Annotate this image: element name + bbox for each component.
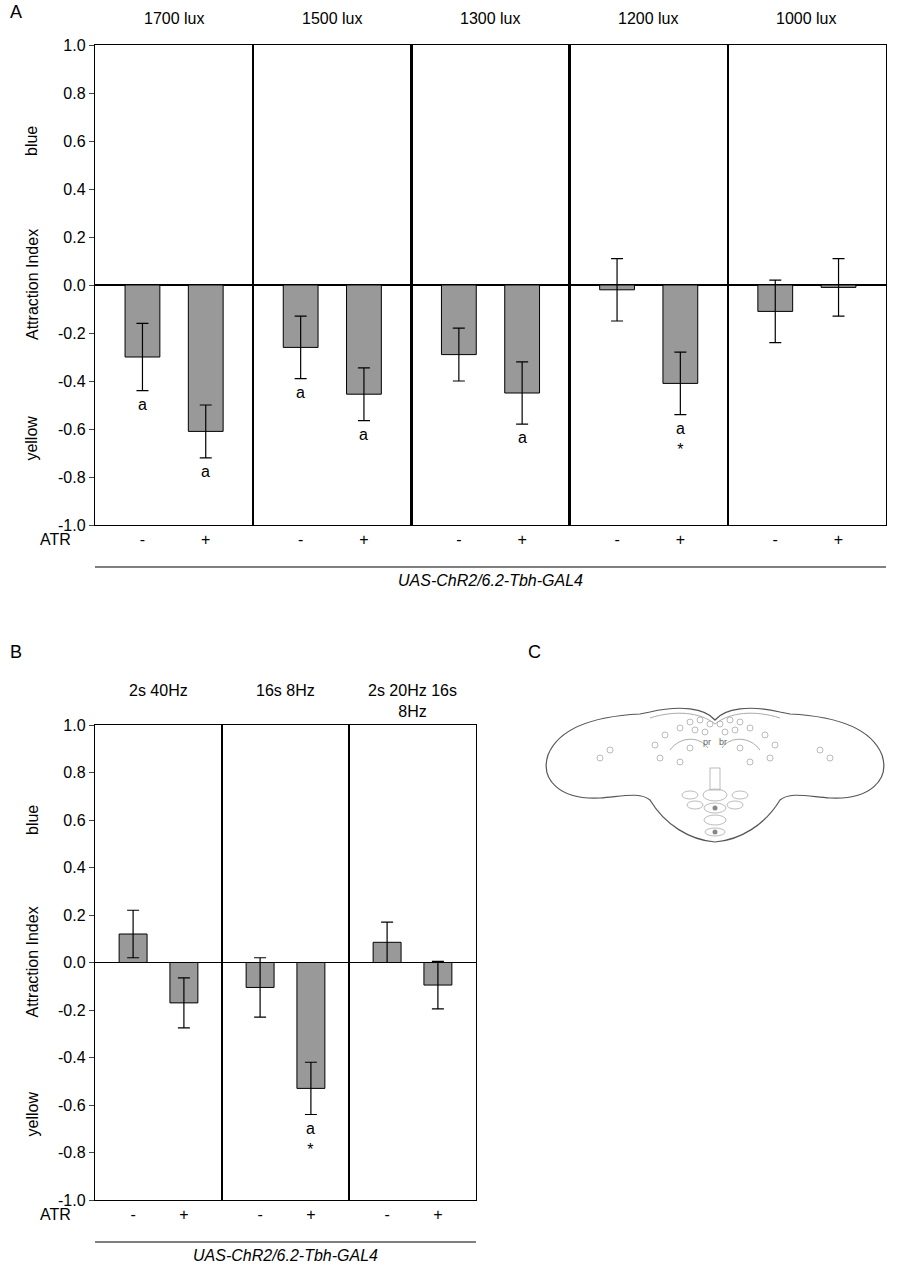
svg-text:blue: blue xyxy=(23,126,40,156)
svg-text:0.2: 0.2 xyxy=(63,907,85,924)
svg-text:+: + xyxy=(359,531,368,548)
svg-text:a: a xyxy=(296,384,305,401)
svg-text:-0.4: -0.4 xyxy=(58,1049,86,1066)
svg-text:-1.0: -1.0 xyxy=(58,1192,86,1209)
svg-text:-1.0: -1.0 xyxy=(58,517,86,534)
svg-text:yellow: yellow xyxy=(23,416,40,461)
svg-text:a: a xyxy=(201,463,210,480)
svg-text:+: + xyxy=(201,531,210,548)
svg-text:1300 lux: 1300 lux xyxy=(460,10,521,27)
svg-text:0.4: 0.4 xyxy=(63,181,85,198)
svg-text:-0.8: -0.8 xyxy=(58,1144,86,1161)
svg-text:-: - xyxy=(257,1206,262,1223)
svg-text:1200 lux: 1200 lux xyxy=(618,10,679,27)
html-text:C: C xyxy=(528,642,541,662)
svg-text:1500 lux: 1500 lux xyxy=(302,10,363,27)
svg-text:yellow: yellow xyxy=(24,1092,41,1137)
svg-text:+: + xyxy=(834,531,843,548)
svg-text:2s 40Hz: 2s 40Hz xyxy=(129,682,188,699)
svg-text:UAS-ChR2/6.2-Tbh-GAL4: UAS-ChR2/6.2-Tbh-GAL4 xyxy=(193,1247,378,1264)
svg-text:ATR: ATR xyxy=(40,1206,71,1223)
svg-text:0.4: 0.4 xyxy=(63,859,85,876)
svg-text:-0.8: -0.8 xyxy=(58,469,86,486)
svg-text:UAS-ChR2/6.2-Tbh-GAL4: UAS-ChR2/6.2-Tbh-GAL4 xyxy=(398,572,583,589)
svg-text:-0.4: -0.4 xyxy=(58,373,86,390)
svg-text:-: - xyxy=(773,531,778,548)
svg-text:a: a xyxy=(138,396,147,413)
svg-text:0.8: 0.8 xyxy=(63,764,85,781)
svg-text:-: - xyxy=(140,531,145,548)
svg-text:Attraction Index: Attraction Index xyxy=(24,906,41,1017)
svg-text:-: - xyxy=(384,1206,389,1223)
svg-text:+: + xyxy=(433,1206,442,1223)
svg-text:0.6: 0.6 xyxy=(63,133,85,150)
svg-text:1000 lux: 1000 lux xyxy=(776,10,837,27)
svg-text:0.8: 0.8 xyxy=(63,85,85,102)
svg-text:-: - xyxy=(298,531,303,548)
svg-text:0.6: 0.6 xyxy=(63,812,85,829)
svg-text:br: br xyxy=(719,737,727,747)
svg-text:2s 20Hz 16s8Hz: 2s 20Hz 16s8Hz xyxy=(368,682,457,720)
svg-text:-0.2: -0.2 xyxy=(58,1002,86,1019)
svg-text:-0.2: -0.2 xyxy=(58,325,86,342)
svg-text:ATR: ATR xyxy=(40,531,71,548)
svg-text:-0.6: -0.6 xyxy=(58,1097,86,1114)
svg-text:a*: a* xyxy=(306,1120,315,1158)
svg-text:a: a xyxy=(518,429,527,446)
svg-text:+: + xyxy=(179,1206,188,1223)
svg-text:-: - xyxy=(130,1206,135,1223)
svg-text:1.0: 1.0 xyxy=(63,37,85,54)
svg-text:1.0: 1.0 xyxy=(63,717,85,734)
svg-text:+: + xyxy=(306,1206,315,1223)
svg-text:-: - xyxy=(456,531,461,548)
html-text:B: B xyxy=(10,642,22,662)
svg-text:16s 8Hz: 16s 8Hz xyxy=(256,682,315,699)
svg-text:0.0: 0.0 xyxy=(63,277,85,294)
svg-text:Attraction Index: Attraction Index xyxy=(24,229,41,340)
svg-text:a: a xyxy=(359,426,368,443)
svg-text:-: - xyxy=(614,531,619,548)
svg-text:+: + xyxy=(517,531,526,548)
svg-text:pr: pr xyxy=(703,737,711,747)
html-text:A: A xyxy=(10,2,22,22)
svg-text:1700 lux: 1700 lux xyxy=(144,10,205,27)
svg-text:a*: a* xyxy=(676,420,685,458)
svg-text:blue: blue xyxy=(24,805,41,835)
svg-text:+: + xyxy=(676,531,685,548)
svg-text:-0.6: -0.6 xyxy=(58,421,86,438)
svg-text:0.2: 0.2 xyxy=(63,229,85,246)
svg-text:0.0: 0.0 xyxy=(63,954,85,971)
